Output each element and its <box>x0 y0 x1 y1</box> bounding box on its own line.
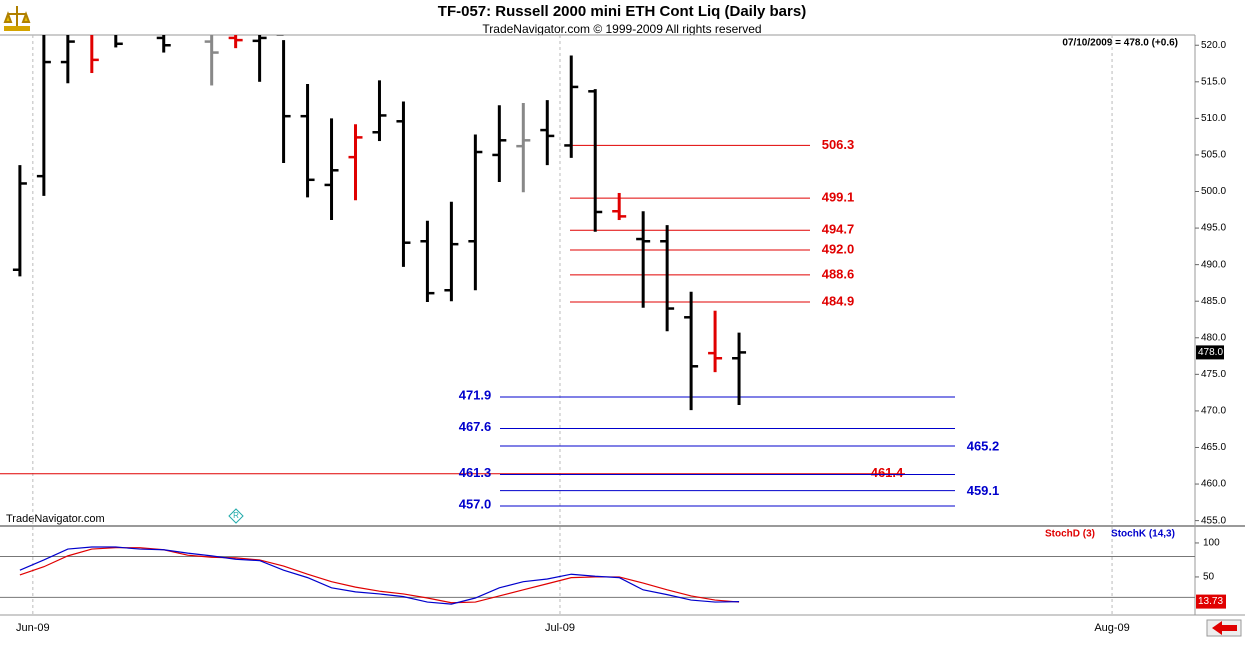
last-stoch-box <box>1196 594 1226 609</box>
support-label: 461.3 <box>459 465 492 480</box>
resistance-label: 499.1 <box>822 190 855 205</box>
y-tick-label: 500.0 <box>1201 186 1226 197</box>
last-price-box <box>1196 345 1224 360</box>
resistance-label: 488.6 <box>822 266 855 281</box>
chart-subtitle: TradeNavigator.com © 1999-2009 All right… <box>482 22 761 36</box>
resistance-label: 494.7 <box>822 222 855 237</box>
r-icon: R <box>228 508 244 524</box>
reference-label: 461.4 <box>871 465 904 480</box>
resistance-label: 484.9 <box>822 293 855 308</box>
support-label: 457.0 <box>459 496 492 511</box>
svg-text:R: R <box>233 511 239 520</box>
nav-arrow[interactable] <box>1206 619 1242 637</box>
y-tick-label: 470.0 <box>1201 406 1226 417</box>
x-tick-label: Jul-09 <box>545 622 575 634</box>
support-label: 467.6 <box>459 419 492 434</box>
y-tick-label: 515.0 <box>1201 76 1226 87</box>
stoch-line <box>19 546 740 605</box>
support-label: 459.1 <box>967 483 1000 498</box>
resistance-label: 506.3 <box>822 137 855 152</box>
y-tick-label: 490.0 <box>1201 259 1226 270</box>
y-tick-label: 460.0 <box>1201 479 1226 490</box>
watermark: TradeNavigator.com <box>6 513 105 525</box>
y-tick-label: 495.0 <box>1201 223 1226 234</box>
y-tick-label: 465.0 <box>1201 442 1226 453</box>
y-tick-label: 455.0 <box>1201 515 1226 526</box>
y-tick-label: 485.0 <box>1201 296 1226 307</box>
support-label: 465.2 <box>967 438 1000 453</box>
y-tick-label: 50 <box>1203 572 1215 583</box>
x-tick-label: Jun-09 <box>16 622 50 634</box>
y-tick-label: 475.0 <box>1201 369 1226 380</box>
x-tick-label: Aug-09 <box>1094 622 1129 634</box>
logo <box>3 6 31 31</box>
last-price-label: 478.0 <box>1198 347 1223 358</box>
y-tick-label: 510.0 <box>1201 113 1226 124</box>
legend-entry: StochD (3) <box>1045 529 1095 540</box>
y-tick-label: 505.0 <box>1201 150 1226 161</box>
y-tick-label: 100 <box>1203 538 1220 549</box>
stoch-line <box>19 547 740 604</box>
last-stoch-label: 13.73 <box>1198 596 1223 607</box>
resistance-label: 492.0 <box>822 241 855 256</box>
y-tick-label: 480.0 <box>1201 332 1226 343</box>
chart-title: TF-057: Russell 2000 mini ETH Cont Liq (… <box>438 3 806 20</box>
header-info: 07/10/2009 = 478.0 (+0.6) <box>1062 38 1178 49</box>
y-tick-label: 520.0 <box>1201 40 1226 51</box>
support-label: 471.9 <box>459 387 492 402</box>
legend-entry: StochK (14,3) <box>1111 529 1175 540</box>
price-bars <box>12 35 747 411</box>
